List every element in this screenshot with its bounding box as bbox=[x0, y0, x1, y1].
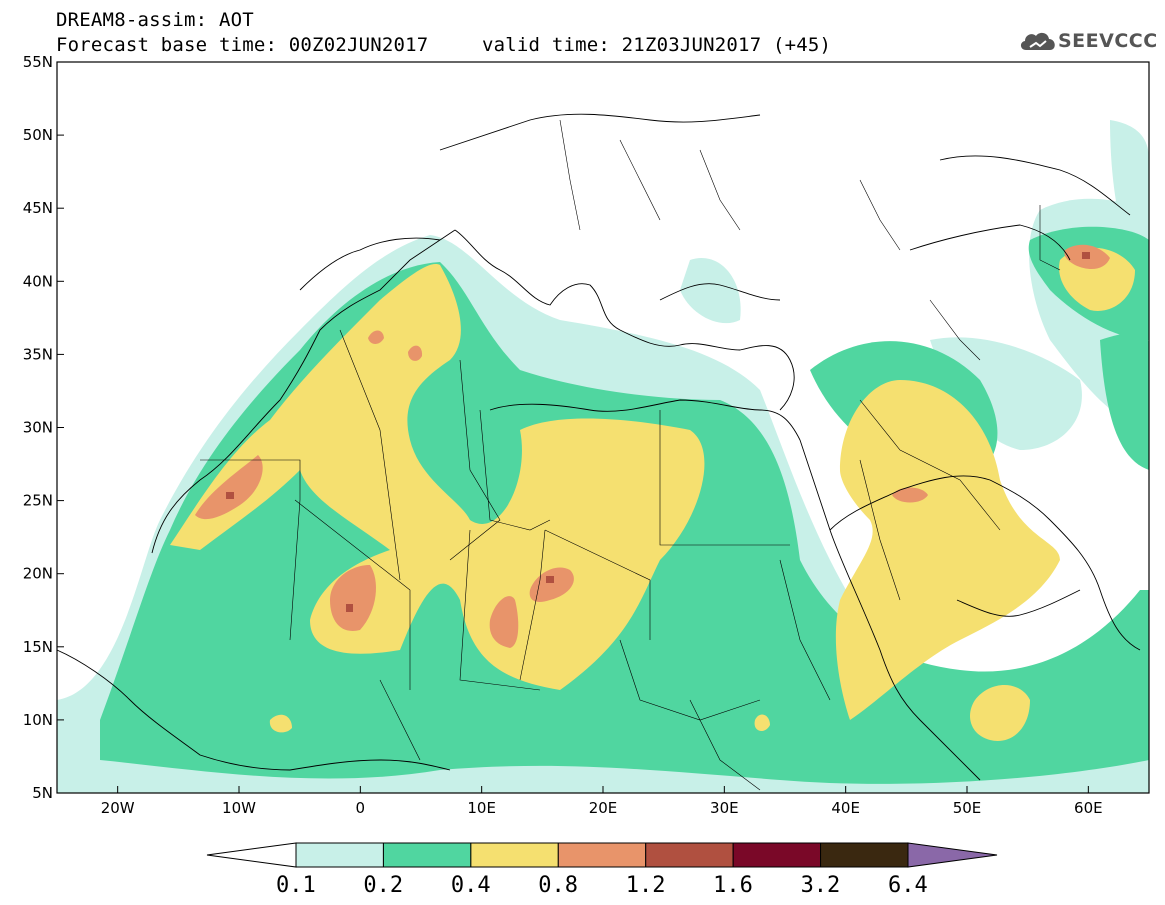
lat-tick-label: 15N bbox=[23, 638, 53, 656]
lat-tick-label: 25N bbox=[23, 492, 53, 510]
coastlines bbox=[57, 113, 1141, 781]
lon-tick-label: 0 bbox=[356, 799, 366, 817]
base-time: Forecast base time: 00Z02JUN2017 bbox=[56, 34, 429, 56]
country-borders bbox=[200, 119, 1061, 791]
colorbar-under-arrow bbox=[206, 842, 297, 868]
lat-tick-label: 5N bbox=[32, 784, 53, 802]
colorbar-swatch bbox=[820, 842, 909, 868]
model-title: DREAM8-assim: AOT bbox=[56, 9, 254, 31]
colorbar-swatch bbox=[295, 842, 384, 868]
lat-tick-label: 45N bbox=[23, 199, 53, 217]
lon-tick-label: 30E bbox=[710, 799, 739, 817]
colorbar-level-label: 0.1 bbox=[276, 873, 316, 898]
axis-ticks: 20W 10W 0 10E 20E 30E 40E 50E 60E 55N 50N 45N 40N 35N… bbox=[23, 53, 1103, 817]
seevccc-logo: SEEVCCC bbox=[1058, 30, 1158, 52]
colorbar-level-label: 0.2 bbox=[363, 873, 404, 898]
colorbar-level-label: 6.4 bbox=[888, 873, 928, 898]
valid-time: valid time: 21Z03JUN2017 (+45) bbox=[482, 34, 832, 56]
lat-tick-label: 40N bbox=[23, 272, 53, 290]
colorbar-level-label: 0.8 bbox=[538, 873, 579, 898]
lat-tick-label: 20N bbox=[23, 565, 53, 583]
colorbar-level-label: 1.2 bbox=[625, 873, 666, 898]
colorbar-swatch bbox=[645, 842, 734, 868]
colorbar-level-label: 0.4 bbox=[450, 873, 491, 898]
colorbar-level-label: 3.2 bbox=[800, 873, 841, 898]
lat-tick-label: 50N bbox=[23, 126, 53, 144]
colorbar-swatch bbox=[732, 842, 822, 868]
lat-tick-label: 10N bbox=[23, 711, 53, 729]
lat-tick-label: 55N bbox=[23, 53, 53, 71]
colorbar-over-arrow bbox=[907, 842, 998, 868]
lon-tick-label: 10W bbox=[222, 799, 256, 817]
aot-shading bbox=[57, 113, 1149, 793]
lat-tick-label: 35N bbox=[23, 345, 53, 363]
cloud-icon bbox=[1020, 32, 1055, 50]
lon-tick-label: 10E bbox=[467, 799, 496, 817]
colorbar-swatch bbox=[382, 842, 472, 868]
colorbar-swatch bbox=[557, 842, 647, 868]
lon-tick-label: 50E bbox=[953, 799, 982, 817]
colorbar-level-label: 1.6 bbox=[713, 873, 753, 898]
lat-tick-label: 30N bbox=[23, 419, 53, 437]
lon-tick-label: 40E bbox=[831, 799, 860, 817]
lon-tick-label: 20E bbox=[589, 799, 618, 817]
lon-tick-label: 60E bbox=[1074, 799, 1103, 817]
lon-tick-label: 20W bbox=[101, 799, 135, 817]
colorbar-swatch bbox=[470, 842, 559, 868]
